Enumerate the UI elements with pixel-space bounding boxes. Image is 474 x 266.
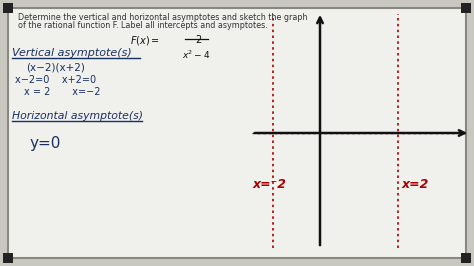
Text: $-2$: $-2$ (187, 33, 203, 45)
Text: $F(x) =$: $F(x) =$ (130, 34, 160, 47)
Text: Vertical asymptote(s): Vertical asymptote(s) (12, 48, 132, 58)
Text: x = 2       x=−2: x = 2 x=−2 (24, 87, 100, 97)
Bar (3, 253, 13, 263)
Text: Horizontal asymptote(s): Horizontal asymptote(s) (12, 111, 143, 121)
Text: x=2: x=2 (402, 178, 429, 191)
Text: y=0: y=0 (30, 136, 61, 151)
Text: Determine the vertical and horizontal asymptotes and sketch the graph: Determine the vertical and horizontal as… (18, 13, 308, 22)
Text: x=⁻2: x=⁻2 (253, 178, 287, 191)
Text: (x−2)(x+2): (x−2)(x+2) (26, 63, 85, 73)
Bar (461, 3, 471, 13)
Text: of the rational function F. Label all intercepts and asymptotes.: of the rational function F. Label all in… (18, 21, 268, 30)
Bar (3, 3, 13, 13)
Text: x−2=0    x+2=0: x−2=0 x+2=0 (15, 75, 96, 85)
Text: $x^2-4$: $x^2-4$ (182, 49, 210, 61)
Bar (461, 253, 471, 263)
FancyBboxPatch shape (8, 8, 466, 258)
